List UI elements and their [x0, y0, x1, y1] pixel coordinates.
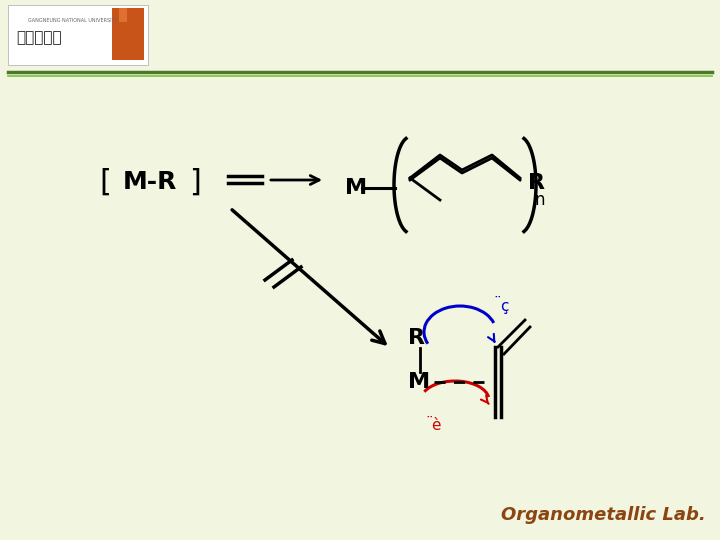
Text: R: R [408, 328, 425, 348]
Text: ]: ] [189, 167, 201, 197]
Text: Organometallic Lab.: Organometallic Lab. [501, 506, 706, 524]
Bar [112, 36, 144, 46]
Text: M: M [345, 178, 367, 198]
Text: n: n [534, 191, 544, 209]
Text: 강릉대학교: 강릉대학교 [16, 30, 62, 45]
Bar [112, 46, 144, 60]
Bar [119, 8, 127, 22]
Text: è: è [431, 418, 441, 434]
Bar [112, 22, 119, 36]
Bar [127, 8, 144, 22]
Text: GANGNEUNG NATIONAL UNIVERSITY: GANGNEUNG NATIONAL UNIVERSITY [28, 18, 117, 23]
Text: M-R: M-R [123, 170, 177, 194]
Text: R: R [528, 173, 545, 193]
Bar [119, 22, 129, 36]
Text: ¨: ¨ [493, 295, 501, 310]
Text: M: M [408, 372, 430, 392]
Bar [129, 22, 144, 36]
Bar [112, 8, 127, 22]
Text: [: [ [99, 167, 111, 197]
Bar [8, 5, 148, 65]
Text: ¨: ¨ [426, 415, 433, 430]
Text: ç: ç [500, 299, 508, 314]
